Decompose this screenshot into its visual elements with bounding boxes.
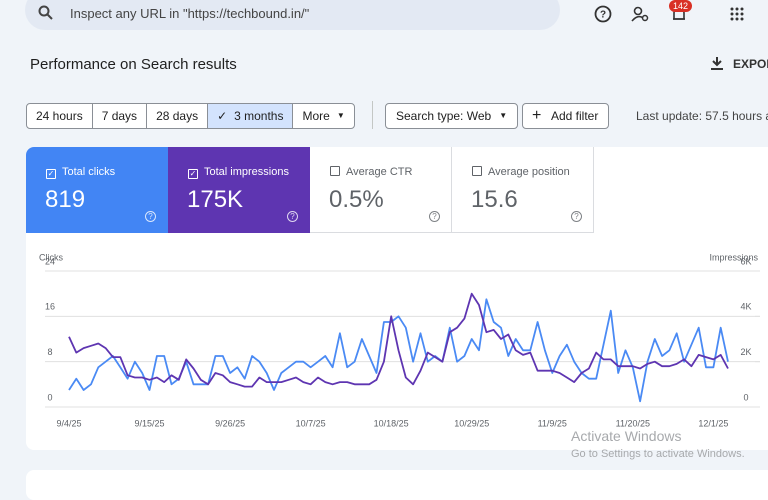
x-tick-label: 11/9/25 [538,418,567,428]
next-panel [26,470,768,500]
last-update: Last update: 57.5 hours ago [636,109,768,123]
apps-icon[interactable] [730,7,744,21]
date-filter[interactable]: 24 hours [27,104,93,128]
search-icon [38,5,53,20]
y-tick-label: 16 [45,302,55,312]
x-tick-label: 10/7/25 [296,418,326,428]
metric-card[interactable]: Average position 15.6 ? [452,147,594,233]
divider [372,101,373,129]
metric-label: Total impressions [204,166,289,178]
svg-text:?: ? [600,10,606,21]
chart: Clicks Impressions 0 8 16 24 0 2K 4K 6K 9/4/25 9/… [39,252,760,428]
y2-tick-label: 6K [740,256,751,266]
export-button[interactable]: EXPORT [733,57,768,71]
watermark-title: Activate Windows [571,428,682,444]
y2-axis-label: Impressions [709,252,758,262]
x-tick-label: 9/4/25 [56,418,81,428]
y2-tick-label: 0 [743,392,748,402]
export-icon[interactable] [710,56,724,70]
series-line [68,292,729,388]
date-filter[interactable]: 7 days [93,104,148,128]
y-axis-label: Clicks [39,252,63,262]
metric-card[interactable]: ✓ Total impressions 175K ? [168,147,310,233]
y2-tick-label: 4K [740,302,751,312]
search-type-button[interactable]: Search type: Web ▼ [385,103,519,129]
add-filter-button[interactable]: + Add filter [522,103,610,129]
date-filter[interactable]: 28 days [147,104,209,128]
metric-label: Average position [488,166,570,178]
x-tick-label: 10/18/25 [374,418,409,428]
x-tick-label: 9/26/25 [215,418,245,428]
date-filter-label: More [302,109,330,123]
watermark-subtitle: Go to Settings to activate Windows. [571,448,745,460]
date-filter-group: 24 hours 7 days 28 days ✓ 3 months More ▼ [26,103,355,129]
x-tick-label: 10/29/25 [454,418,489,428]
search-placeholder[interactable]: Inspect any URL in "https://techbound.in… [70,6,310,21]
date-filter-selected[interactable]: ✓ 3 months [208,104,294,128]
y2-tick-label: 2K [740,347,751,357]
account-settings-icon[interactable] [631,5,649,23]
metric-value: 819 [45,186,86,213]
search-box[interactable] [25,0,560,30]
search-type-label: Search type: Web [396,109,492,123]
metric-card[interactable]: Average CTR 0.5% ? [310,147,452,233]
metric-value: 15.6 [471,186,518,213]
y-tick-label: 24 [45,256,55,266]
metric-value: 0.5% [329,186,384,213]
x-tick-label: 12/1/25 [698,418,728,428]
date-filter-more[interactable]: More ▼ [302,109,345,123]
notification-badge: 142 [669,0,693,12]
date-filter-label: 3 months [234,109,284,123]
y-tick-label: 0 [47,392,52,402]
page-body: Inspect any URL in "https://techbound.in… [25,0,768,500]
x-tick-label: 11/20/25 [616,418,650,428]
metric-card[interactable]: ✓ Total clicks 819 ? [26,147,168,233]
metric-value: 175K [187,186,244,213]
page: Performance on Search results { "header"… [25,0,768,500]
metric-label: Total clicks [62,166,116,178]
y-tick-label: 8 [47,347,52,357]
help-icon[interactable]: ? [594,5,612,23]
add-filter-label: Add filter [551,109,599,123]
x-tick-label: 9/15/25 [135,418,165,428]
page-title: Performance on Search results [30,56,237,73]
metric-label: Average CTR [346,166,413,178]
